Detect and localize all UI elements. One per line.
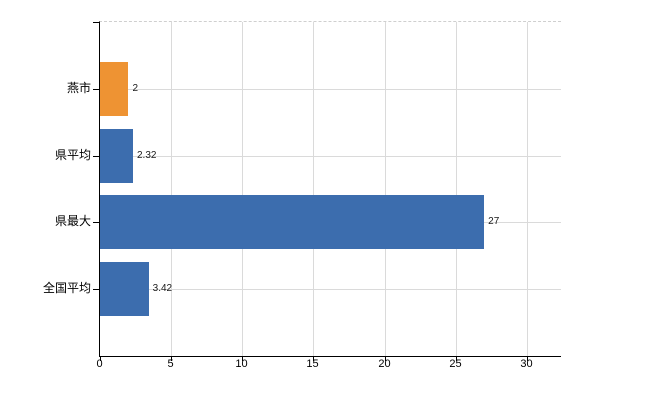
x-tick-label: 0 [96,358,103,370]
gridline-vertical [456,22,457,356]
x-axis-tick [100,356,101,361]
bar-value-label: 3.42 [152,283,173,295]
bar-2 [100,195,485,250]
x-axis-tick [313,356,314,361]
plot-area: 2 2.32 27 3.42 [93,21,561,361]
x-tick-label: 10 [235,358,248,370]
bar-value-label: 2.32 [137,149,157,161]
y-axis-tick [93,88,100,90]
gridline-horizontal [100,88,561,90]
y-category-label: 全国平均 [42,281,91,296]
y-category-label: 県最大 [54,214,91,229]
x-tick-label: 5 [167,358,174,370]
x-axis-tick [171,356,172,361]
gridline-vertical [313,22,314,356]
gridline-horizontal [100,155,561,157]
gridline-vertical [527,22,528,356]
y-axis-labels: 燕市県平均県最大全国平均 [0,21,91,355]
x-tick-label: 25 [449,358,462,370]
bar-value-label: 2 [132,82,139,94]
gridline-vertical [171,22,172,356]
x-tick-label: 15 [306,358,319,370]
y-axis-tick [93,222,100,224]
gridline-horizontal [100,289,561,291]
x-axis-labels: 0 5 10 15 20 25 30 [0,359,650,375]
bar-1 [100,128,133,183]
gridline-vertical [385,22,386,356]
bar-3 [100,262,149,317]
y-axis-tick [93,289,100,291]
x-axis-tick [385,356,386,361]
y-category-label: 県平均 [54,147,91,162]
x-axis-tick [456,356,457,361]
x-axis-tick [527,356,528,361]
bar-0 [100,61,129,116]
y-category-label: 燕市 [66,80,91,95]
bar-value-label: 27 [488,216,500,228]
x-tick-label: 30 [520,358,533,370]
gridline-vertical [242,22,243,356]
y-axis-end-tick [93,22,100,23]
x-axis-tick [242,356,243,361]
y-axis-tick [93,155,100,157]
x-tick-label: 20 [378,358,391,370]
